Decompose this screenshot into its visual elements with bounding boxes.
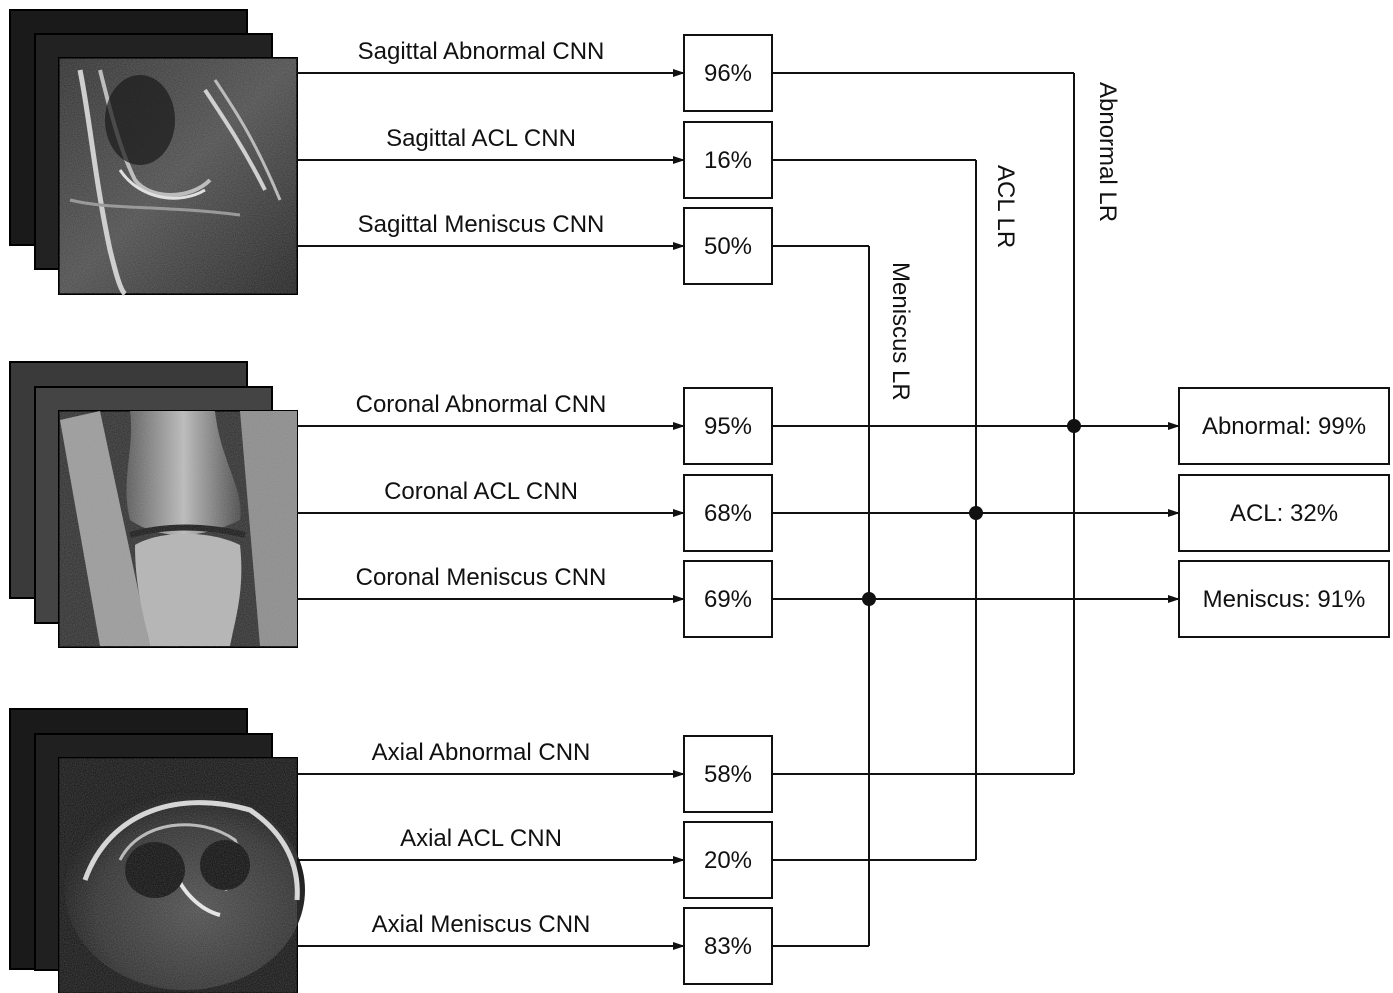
axial-abnormal-cnn-label: Axial Abnormal CNN <box>372 739 591 766</box>
axial-abnormal-cnn-row: Axial Abnormal CNN 58% <box>297 735 773 813</box>
axial-meniscus-cnn-row: Axial Meniscus CNN 83% <box>297 907 773 985</box>
coronal-abnormal-cnn-label: Coronal Abnormal CNN <box>356 391 607 418</box>
axial-meniscus-cnn-label: Axial Meniscus CNN <box>372 911 591 938</box>
coronal-abnormal-prob-value: 95% <box>704 413 752 440</box>
acl-output-value: ACL: 32% <box>1230 500 1338 527</box>
coronal-mri-image <box>58 410 298 648</box>
sagittal-acl-cnn-row: Sagittal ACL CNN 16% <box>297 121 773 199</box>
acl-lr-label: ACL LR <box>992 165 1019 248</box>
sagittal-meniscus-prob-value: 50% <box>704 233 752 260</box>
sagittal-meniscus-prob-box <box>683 207 773 285</box>
axial-acl-prob-value: 20% <box>704 847 752 874</box>
meniscus-lr-junction <box>862 592 876 606</box>
sagittal-acl-prob-value: 16% <box>704 147 752 174</box>
sagittal-abnormal-prob-box <box>683 34 773 112</box>
abnormal-lr-junction <box>1067 419 1081 433</box>
sagittal-acl-prob-box <box>683 121 773 199</box>
axial-acl-cnn-label: Axial ACL CNN <box>400 825 562 852</box>
coronal-meniscus-cnn-row: Coronal Meniscus CNN 69% <box>297 560 773 638</box>
axial-mri-image <box>58 757 305 993</box>
abnormal-lr-label: Abnormal LR <box>1094 82 1121 222</box>
axial-abnormal-prob-value: 58% <box>704 761 752 788</box>
sagittal-mri-image <box>58 57 298 296</box>
sagittal-abnormal-cnn-row: Sagittal Abnormal CNN 96% <box>297 34 773 112</box>
abnormal-output-value: Abnormal: 99% <box>1202 413 1366 440</box>
sagittal-abnormal-cnn-label: Sagittal Abnormal CNN <box>358 38 605 65</box>
axial-meniscus-prob-value: 83% <box>704 933 752 960</box>
sagittal-meniscus-cnn-row: Sagittal Meniscus CNN 50% <box>297 207 773 285</box>
coronal-abnormal-cnn-row: Coronal Abnormal CNN 95% <box>297 387 773 465</box>
axial-abnormal-prob-box <box>683 735 773 813</box>
acl-output: ACL: 32% <box>1178 474 1390 552</box>
coronal-acl-prob-value: 68% <box>704 500 752 527</box>
coronal-acl-prob-box <box>683 474 773 552</box>
acl-output-box <box>1178 474 1390 552</box>
meniscus-output-value: Meniscus: 91% <box>1203 586 1366 613</box>
coronal-abnormal-prob-box <box>683 387 773 465</box>
meniscus-output-box <box>1178 560 1390 638</box>
meniscus-lr-label: Meniscus LR <box>887 262 914 401</box>
abnormal-output: Abnormal: 99% <box>1178 387 1390 465</box>
abnormal-output-box <box>1178 387 1390 465</box>
sagittal-meniscus-cnn-label: Sagittal Meniscus CNN <box>358 211 605 238</box>
coronal-meniscus-prob-box <box>683 560 773 638</box>
axial-meniscus-prob-box <box>683 907 773 985</box>
coronal-acl-cnn-label: Coronal ACL CNN <box>384 478 578 505</box>
sagittal-abnormal-prob-value: 96% <box>704 60 752 87</box>
axial-acl-cnn-row: Axial ACL CNN 20% <box>297 821 773 899</box>
coronal-mri-stack <box>9 361 298 648</box>
coronal-meniscus-cnn-label: Coronal Meniscus CNN <box>356 564 607 591</box>
axial-mri-stack <box>9 708 305 993</box>
sagittal-mri-stack <box>9 9 298 296</box>
axial-acl-prob-box <box>683 821 773 899</box>
coronal-acl-cnn-row: Coronal ACL CNN 68% <box>297 474 773 552</box>
coronal-meniscus-prob-value: 69% <box>704 586 752 613</box>
sagittal-acl-cnn-label: Sagittal ACL CNN <box>386 125 576 152</box>
meniscus-output: Meniscus: 91% <box>1178 560 1390 638</box>
acl-lr-junction <box>969 506 983 520</box>
